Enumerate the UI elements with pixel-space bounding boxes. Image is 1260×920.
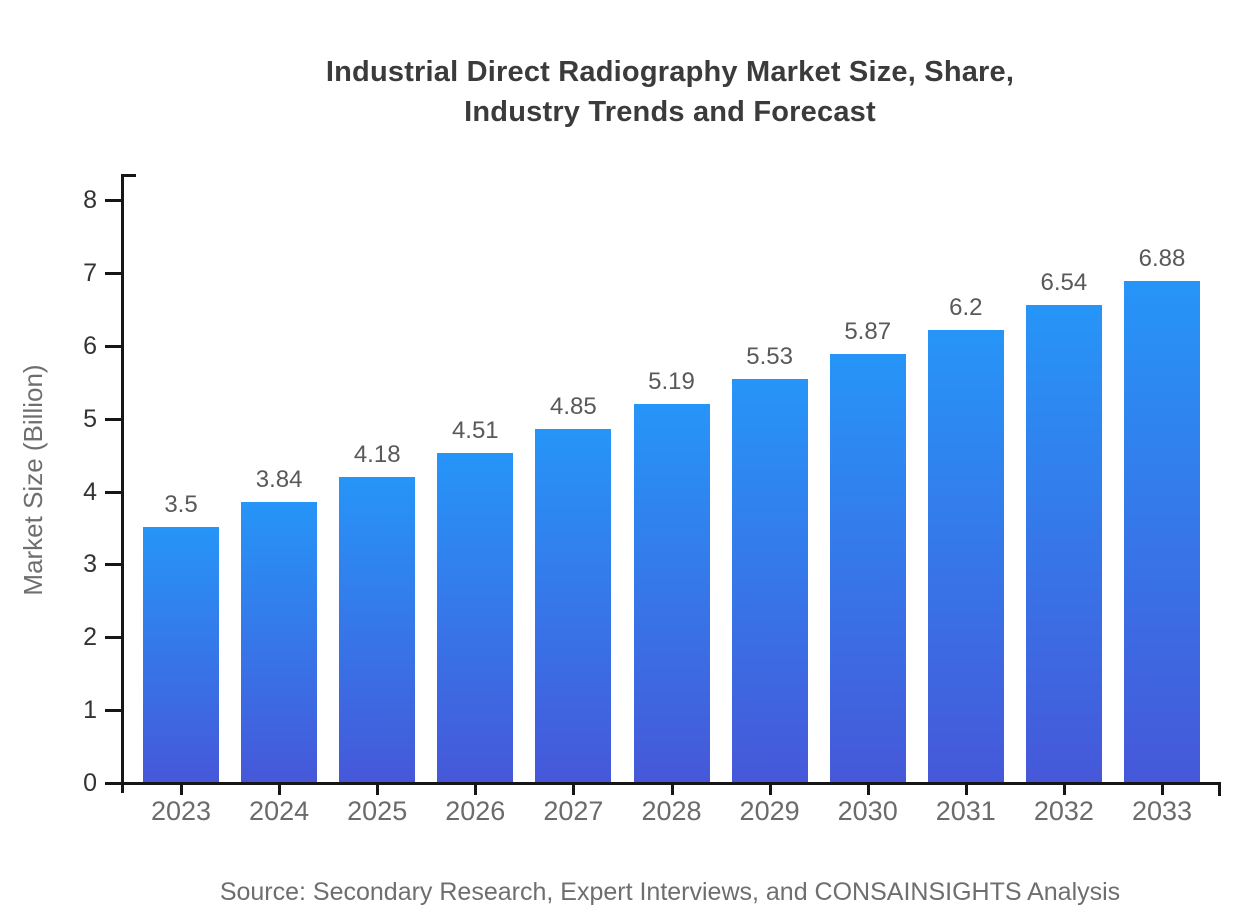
bar bbox=[731, 379, 808, 782]
bar-value-label: 6.54 bbox=[1040, 269, 1088, 297]
bar-value-label: 5.87 bbox=[844, 318, 892, 346]
bar bbox=[633, 403, 710, 782]
y-axis-tick bbox=[105, 490, 121, 494]
y-axis-tick bbox=[105, 199, 121, 202]
x-axis-tick bbox=[376, 782, 380, 795]
y-tick-label: 8 bbox=[83, 186, 97, 214]
chart-title-line-1: Industrial Direct Radiography Market Siz… bbox=[325, 56, 1015, 88]
bar-value-label: 6.2 bbox=[949, 294, 983, 322]
y-tick-label: 0 bbox=[83, 769, 97, 797]
x-axis-tick bbox=[768, 782, 772, 795]
x-tick-label: 2027 bbox=[543, 796, 604, 826]
bar-value-label: 4.18 bbox=[353, 441, 401, 469]
y-tick-label: 3 bbox=[83, 550, 97, 579]
x-axis-tick bbox=[1062, 782, 1066, 795]
y-axis-tick bbox=[105, 417, 121, 421]
bar bbox=[241, 502, 318, 782]
x-axis-line bbox=[108, 782, 1221, 785]
x-axis-tick bbox=[866, 782, 870, 795]
x-axis-tick bbox=[1161, 782, 1164, 795]
bar-value-label: 5.19 bbox=[648, 367, 695, 395]
bar bbox=[1025, 305, 1102, 782]
y-axis-tick bbox=[105, 344, 121, 348]
y-tick-label: 7 bbox=[83, 258, 97, 287]
y-axis-tick bbox=[105, 271, 121, 275]
y-axis-tick bbox=[105, 563, 121, 567]
chart-title-line-2: Industry Trends and Forecast bbox=[464, 96, 876, 128]
y-axis-tick bbox=[105, 782, 121, 785]
chart-title: Industrial Direct Radiography Market Siz… bbox=[80, 52, 1260, 132]
bar bbox=[437, 453, 514, 782]
y-tick-label: 5 bbox=[83, 404, 97, 433]
bar bbox=[535, 428, 612, 782]
bar-value-label: 6.88 bbox=[1138, 244, 1186, 272]
x-tick-label: 2024 bbox=[249, 796, 310, 826]
y-axis-end-cap bbox=[121, 174, 136, 177]
x-tick-label: 2025 bbox=[347, 796, 408, 826]
y-axis-tick bbox=[105, 636, 121, 640]
bar bbox=[1124, 280, 1200, 782]
bar bbox=[143, 526, 219, 782]
y-tick-label: 6 bbox=[83, 331, 97, 360]
x-tick-label: 2029 bbox=[739, 796, 800, 826]
bar bbox=[829, 354, 906, 782]
bar-value-label: 5.53 bbox=[746, 343, 793, 370]
y-axis-line bbox=[121, 174, 124, 793]
bar bbox=[339, 477, 416, 782]
bar-value-label: 3.84 bbox=[255, 466, 303, 494]
y-tick-label: 1 bbox=[83, 696, 97, 725]
x-axis-end-cap bbox=[1218, 782, 1221, 796]
x-axis-tick bbox=[572, 782, 576, 795]
y-tick-label: 2 bbox=[83, 623, 97, 652]
bar-value-label: 3.5 bbox=[164, 490, 198, 518]
x-tick-label: 2026 bbox=[445, 796, 506, 826]
x-tick-label: 2028 bbox=[641, 796, 702, 826]
x-tick-label: 2030 bbox=[837, 796, 898, 826]
x-tick-label: 2032 bbox=[1033, 796, 1094, 826]
x-tick-label: 2031 bbox=[935, 796, 996, 826]
x-axis-tick bbox=[964, 782, 968, 795]
x-tick-label: 2023 bbox=[150, 796, 212, 826]
x-axis-tick bbox=[180, 782, 183, 795]
y-axis-tick bbox=[105, 709, 121, 713]
bar-value-label: 4.51 bbox=[451, 417, 499, 445]
x-tick-label: 2033 bbox=[1131, 796, 1193, 826]
bar-value-label: 4.85 bbox=[550, 392, 597, 420]
y-axis-title: Market Size (Billion) bbox=[18, 364, 48, 596]
y-tick-label: 4 bbox=[83, 477, 97, 506]
x-axis-tick bbox=[670, 782, 674, 795]
source-note: Source: Secondary Research, Expert Inter… bbox=[219, 878, 1121, 906]
x-axis-tick bbox=[278, 782, 282, 795]
x-axis-tick bbox=[474, 782, 478, 795]
bar bbox=[927, 330, 1004, 782]
